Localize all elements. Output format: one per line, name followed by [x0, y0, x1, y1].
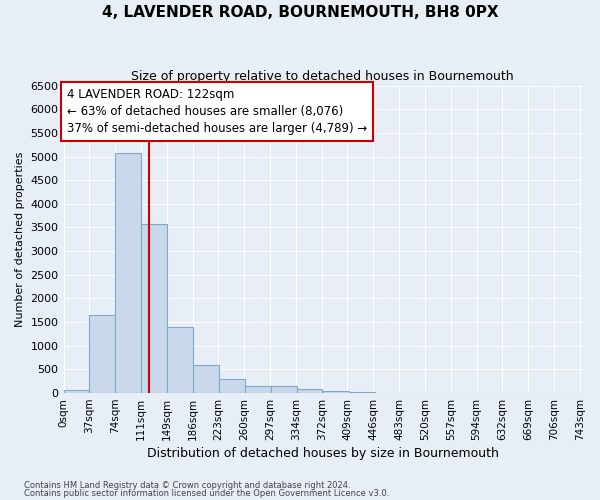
Bar	[296, 390, 322, 393]
Bar	[349, 392, 374, 393]
Bar	[193, 364, 219, 393]
Bar	[219, 379, 245, 393]
Text: Contains public sector information licensed under the Open Government Licence v3: Contains public sector information licen…	[24, 489, 389, 498]
Y-axis label: Number of detached properties: Number of detached properties	[15, 152, 25, 327]
Text: 4, LAVENDER ROAD, BOURNEMOUTH, BH8 0PX: 4, LAVENDER ROAD, BOURNEMOUTH, BH8 0PX	[101, 5, 499, 20]
Title: Size of property relative to detached houses in Bournemouth: Size of property relative to detached ho…	[131, 70, 514, 83]
Bar	[245, 386, 271, 393]
X-axis label: Distribution of detached houses by size in Bournemouth: Distribution of detached houses by size …	[147, 447, 499, 460]
Bar	[323, 390, 349, 393]
Bar	[89, 315, 115, 393]
Text: 4 LAVENDER ROAD: 122sqm
← 63% of detached houses are smaller (8,076)
37% of semi: 4 LAVENDER ROAD: 122sqm ← 63% of detache…	[67, 88, 367, 135]
Bar	[64, 390, 89, 393]
Bar	[141, 224, 167, 393]
Bar	[167, 328, 193, 393]
Bar	[271, 386, 296, 393]
Text: Contains HM Land Registry data © Crown copyright and database right 2024.: Contains HM Land Registry data © Crown c…	[24, 480, 350, 490]
Bar	[115, 153, 141, 393]
